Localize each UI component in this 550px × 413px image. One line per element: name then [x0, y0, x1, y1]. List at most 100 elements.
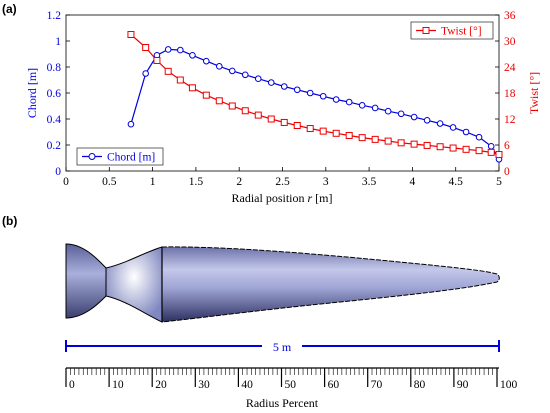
blade-body [161, 246, 500, 323]
chord-point [384, 107, 392, 115]
scale-tick-label: 20 [155, 379, 167, 391]
blade-root-transition [105, 246, 163, 323]
twist-point [267, 115, 275, 123]
twist-point [371, 135, 379, 143]
x-tick-label: 4.5 [449, 176, 464, 188]
twist-point [423, 141, 431, 149]
y2-tick-label: 0 [504, 166, 510, 178]
chord-point [215, 63, 223, 70]
y-tick-label: 1 [55, 36, 61, 48]
chord-point [397, 110, 405, 118]
twist-point [487, 148, 495, 156]
twist-point [306, 125, 314, 133]
x-tick-label: 5 [496, 176, 502, 188]
chord-point [228, 67, 236, 75]
twist-point [176, 76, 184, 84]
twist-point [436, 143, 444, 151]
legend-twist: Twist [°] [410, 21, 494, 40]
twist-point [475, 147, 483, 155]
legend-chord-marker [88, 153, 96, 160]
twist-point [345, 131, 353, 139]
chord-twist-chart: 0 0.5 1 1.5 2 2.5 3 3.5 4 4.5 5 00.20.40.60.811.2 … [25, 10, 541, 205]
chord-point [410, 113, 418, 121]
chord-point [267, 79, 275, 86]
chord-point [319, 92, 327, 100]
panel-b-label: (b) [2, 214, 17, 228]
y-tick-label: 0.4 [47, 114, 62, 126]
legend-twist-label: Twist [°] [441, 26, 482, 38]
radius-percent-scale: 0 10 20 30 40 50 60 70 80 90 100 [65, 367, 518, 391]
y-tick-label: 0.8 [47, 62, 62, 74]
twist-point [127, 31, 135, 38]
twist-point [397, 139, 405, 147]
chord-point [164, 46, 172, 53]
twist-point [332, 129, 340, 137]
x-tick-label: 2.5 [275, 176, 290, 188]
y2-tick-label: 36 [504, 10, 516, 22]
blade-hub [65, 243, 107, 319]
y-tick-label: 1.2 [47, 10, 62, 22]
length-dimension: 5 m [65, 340, 500, 354]
x-tick-label: 0 [63, 176, 69, 188]
scale-tick-label: 100 [500, 379, 518, 391]
twist-point [462, 145, 470, 153]
y2-tick-label: 12 [504, 114, 516, 126]
chord-point [462, 128, 470, 136]
scale-tick-label: 30 [198, 379, 210, 391]
twist-point [215, 97, 223, 105]
chord-point [142, 70, 149, 77]
chord-point [358, 102, 366, 109]
twist-point [449, 144, 457, 152]
y2-tick-label: 6 [504, 140, 510, 152]
y-axis-ticks: 0 0.2 0.4 0.6 0.8 1 1.2 [47, 10, 70, 178]
chord-point [371, 104, 379, 112]
y2-tick-label: 30 [504, 36, 516, 48]
chord-point [306, 89, 314, 97]
scale-tick-label: 70 [371, 379, 383, 391]
twist-point [410, 140, 418, 148]
twist-point [358, 134, 366, 142]
series-layer [127, 31, 503, 163]
chord-series-line [130, 48, 500, 160]
chord-point [293, 86, 301, 94]
chord-point [177, 46, 184, 54]
blade-drawing: 5 m 0 10 20 30 40 50 60 70 80 90 100 Radius Percen… [65, 243, 518, 410]
x-tick-label: 1 [150, 176, 156, 188]
x-tick-label: 3.5 [362, 176, 377, 188]
chord-point [423, 117, 431, 124]
y2-axis-ticks: 0 6 12 18 24 30 36 [495, 10, 516, 178]
chord-point [332, 96, 340, 103]
panel-a-label: (a) [2, 2, 17, 16]
twist-point [202, 91, 210, 99]
legend-chord: Chord [m] [76, 147, 164, 166]
x-tick-label: 0.5 [102, 176, 117, 188]
y2-tick-label: 24 [504, 62, 516, 74]
y2-axis-title: Twist [°] [527, 72, 541, 114]
scale-tick-label: 10 [112, 379, 124, 391]
y-axis-title: Chord [m] [25, 68, 39, 118]
legend-twist-marker [422, 27, 430, 34]
twist-point [241, 107, 249, 115]
legend-chord-box [76, 147, 164, 166]
y-tick-label: 0.2 [47, 140, 62, 152]
x-tick-label: 4 [410, 176, 416, 188]
y-tick-label: 0.6 [47, 88, 62, 100]
twist-point [293, 122, 301, 129]
scale-title: Radius Percent [246, 396, 319, 410]
y-tick-label: 0 [55, 166, 61, 178]
chord-point [241, 71, 249, 79]
x-axis-ticks: 0 0.5 1 1.5 2 2.5 3 3.5 4 4.5 5 [63, 167, 502, 188]
chord-point [254, 75, 262, 82]
twist-point [164, 67, 172, 75]
y2-tick-label: 18 [504, 88, 516, 100]
chord-point [449, 124, 457, 131]
chord-point [475, 133, 483, 141]
twist-point [319, 127, 327, 135]
chord-point [189, 52, 196, 59]
chord-point [127, 120, 135, 128]
x-tick-label: 3 [323, 176, 329, 188]
twist-point [384, 137, 392, 145]
chord-point [202, 57, 210, 65]
twist-point [153, 57, 161, 64]
